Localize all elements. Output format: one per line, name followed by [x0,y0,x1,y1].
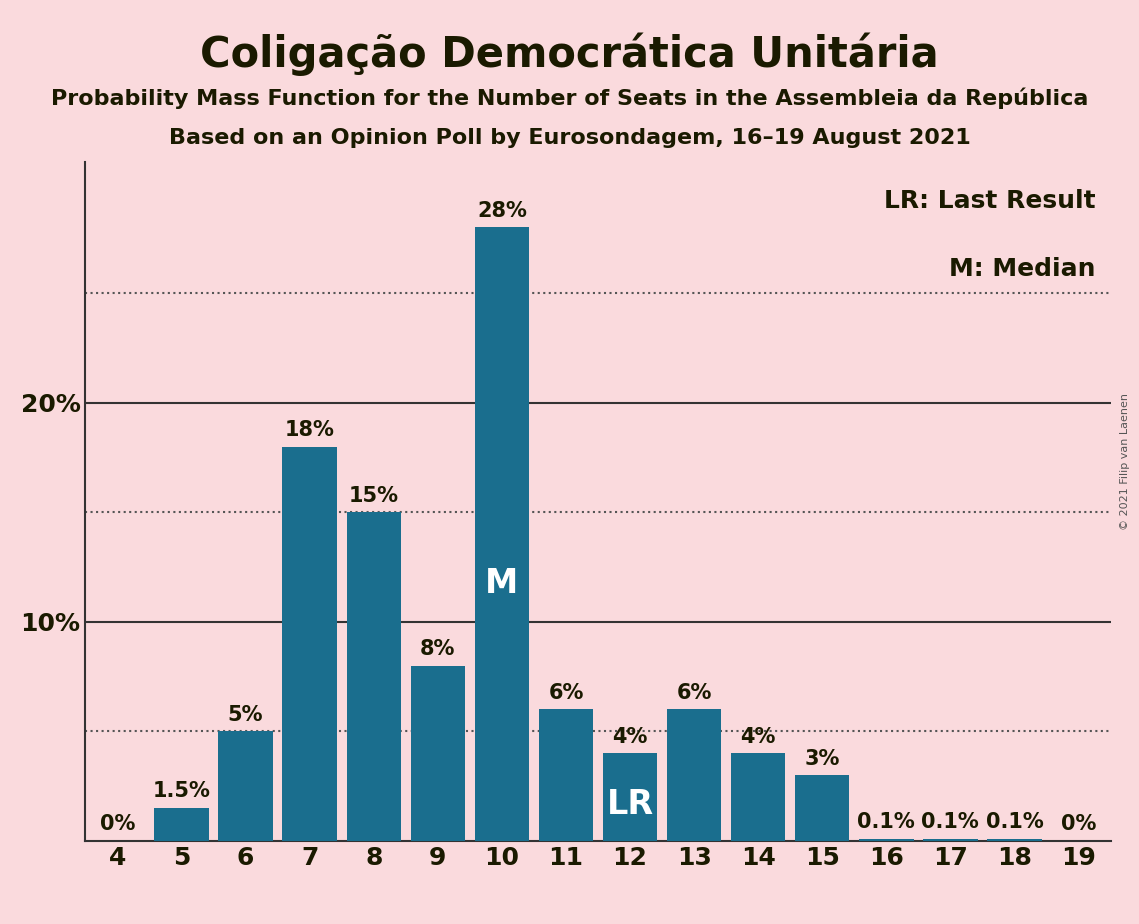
Text: 0%: 0% [1060,814,1096,834]
Text: 3%: 3% [804,748,839,769]
Text: 4%: 4% [740,726,776,747]
Text: 4%: 4% [613,726,648,747]
Bar [154,808,208,841]
Bar [539,710,593,841]
Text: M: Median: M: Median [949,257,1096,281]
Text: 0.1%: 0.1% [985,812,1043,833]
Text: 8%: 8% [420,639,456,659]
Text: M: M [485,566,518,600]
Text: 0.1%: 0.1% [858,812,915,833]
Text: Coligação Democrática Unitária: Coligação Democrática Unitária [200,32,939,76]
Text: 6%: 6% [677,683,712,703]
Text: 15%: 15% [349,486,399,505]
Bar [475,227,530,841]
Text: 1.5%: 1.5% [153,782,211,801]
Bar [282,446,337,841]
Text: 6%: 6% [548,683,583,703]
Bar [603,753,657,841]
Text: 18%: 18% [285,419,335,440]
Bar [666,710,721,841]
Text: LR: Last Result: LR: Last Result [884,188,1096,213]
Text: 28%: 28% [477,201,527,221]
Bar [923,839,977,841]
Text: Probability Mass Function for the Number of Seats in the Assembleia da República: Probability Mass Function for the Number… [51,88,1088,109]
Bar [219,731,273,841]
Text: Based on an Opinion Poll by Eurosondagem, 16–19 August 2021: Based on an Opinion Poll by Eurosondagem… [169,128,970,148]
Text: 0.1%: 0.1% [921,812,980,833]
Text: © 2021 Filip van Laenen: © 2021 Filip van Laenen [1120,394,1130,530]
Bar [410,665,465,841]
Bar [346,512,401,841]
Text: 5%: 5% [228,705,263,724]
Bar [859,839,913,841]
Bar [988,839,1042,841]
Text: 0%: 0% [100,814,136,834]
Bar [731,753,786,841]
Bar [795,775,850,841]
Text: LR: LR [606,787,654,821]
